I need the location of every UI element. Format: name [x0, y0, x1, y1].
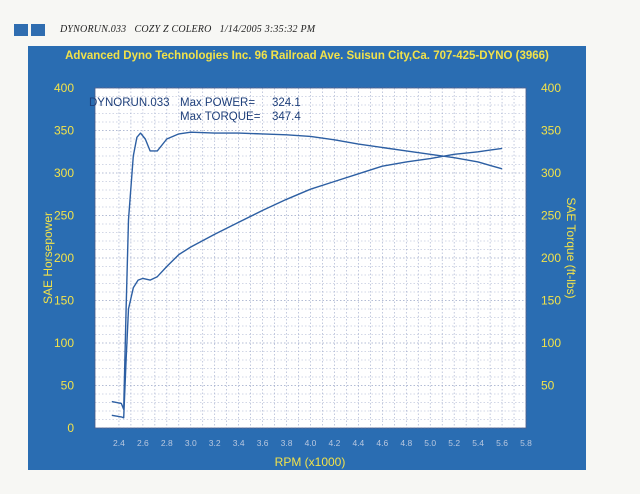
- y-axis-right: 150 200 250 300 350 400 50 100: [541, 81, 561, 393]
- y-tick-label: 50: [61, 379, 75, 393]
- y-tick-label: 300: [54, 166, 74, 180]
- y2-tick-label: 150: [541, 294, 561, 308]
- x-tick-label: 3.0: [185, 438, 197, 448]
- x-tick-label: 4.6: [376, 438, 388, 448]
- x-axis-label: RPM (x1000): [275, 455, 346, 469]
- y2-tick-label: 200: [541, 251, 561, 265]
- plot-area: [95, 88, 526, 428]
- x-tick-label: 5.4: [472, 438, 484, 448]
- report-header: DYNORUN.033 COZY Z COLERO 1/14/2005 3:35…: [0, 0, 640, 46]
- x-tick-label: 3.4: [233, 438, 245, 448]
- x-tick-label: 2.8: [161, 438, 173, 448]
- x-tick-label: 5.8: [520, 438, 532, 448]
- y-tick-label: 250: [54, 209, 74, 223]
- chart-title: Advanced Dyno Technologies Inc. 96 Railr…: [65, 50, 549, 62]
- y-tick-label: 100: [54, 336, 74, 350]
- y-tick-label: 150: [54, 294, 74, 308]
- torque-curve: [111, 131, 503, 410]
- y2-tick-label: 350: [541, 124, 561, 138]
- annotation-max-torque-value: 347.4: [272, 111, 301, 123]
- y2-tick-label: 250: [541, 209, 561, 223]
- x-tick-label: 3.2: [209, 438, 221, 448]
- x-tick-label: 5.0: [424, 438, 436, 448]
- annotation-max-power-value: 324.1: [272, 97, 301, 109]
- series-group: [111, 131, 503, 419]
- x-tick-label: 4.4: [352, 438, 364, 448]
- y2-tick-label: 100: [541, 336, 561, 350]
- annotation-box: DYNORUN.033 Max POWER= 324.1 Max TORQUE=…: [89, 97, 301, 123]
- horsepower-curve: [111, 147, 503, 419]
- y-tick-label: 0: [67, 421, 74, 435]
- x-tick-label: 4.8: [400, 438, 412, 448]
- y2-axis-label: SAE Torque (ft-lbs): [564, 197, 578, 298]
- logo: [14, 24, 45, 36]
- x-tick-label: 4.0: [305, 438, 317, 448]
- x-tick-label: 5.2: [448, 438, 460, 448]
- annotation-run-name: DYNORUN.033: [89, 97, 170, 109]
- logo-square: [31, 24, 45, 36]
- y-tick-label: 200: [54, 251, 74, 265]
- y-tick-label: 400: [54, 81, 74, 95]
- y-axis-label: SAE Horsepower: [41, 212, 55, 304]
- plot-border: [94, 87, 527, 429]
- y2-tick-label: 300: [541, 166, 561, 180]
- y2-tick-label: 400: [541, 81, 561, 95]
- logo-square: [14, 24, 28, 36]
- annotation-max-power-label: Max POWER=: [180, 97, 255, 109]
- x-tick-label: 3.6: [257, 438, 269, 448]
- annotation-max-torque-label: Max TORQUE=: [180, 111, 261, 123]
- x-axis: 2.4 2.6 2.8 3.0 3.2 3.4 3.6 3.8 4.0 4.2 4.4 4.6 4.8 5…: [113, 438, 532, 448]
- x-tick-label: 3.8: [281, 438, 293, 448]
- x-tick-label: 2.4: [113, 438, 125, 448]
- grid: [94, 87, 527, 429]
- y-tick-label: 350: [54, 124, 74, 138]
- y2-tick-label: 50: [541, 379, 555, 393]
- y-axis-left: 0 50 100 150 200 250 300 350 400: [54, 81, 74, 435]
- x-tick-label: 5.6: [496, 438, 508, 448]
- x-tick-label: 4.2: [329, 438, 341, 448]
- x-tick-label: 2.6: [137, 438, 149, 448]
- run-info-line: DYNORUN.033 COZY Z COLERO 1/14/2005 3:35…: [60, 24, 316, 35]
